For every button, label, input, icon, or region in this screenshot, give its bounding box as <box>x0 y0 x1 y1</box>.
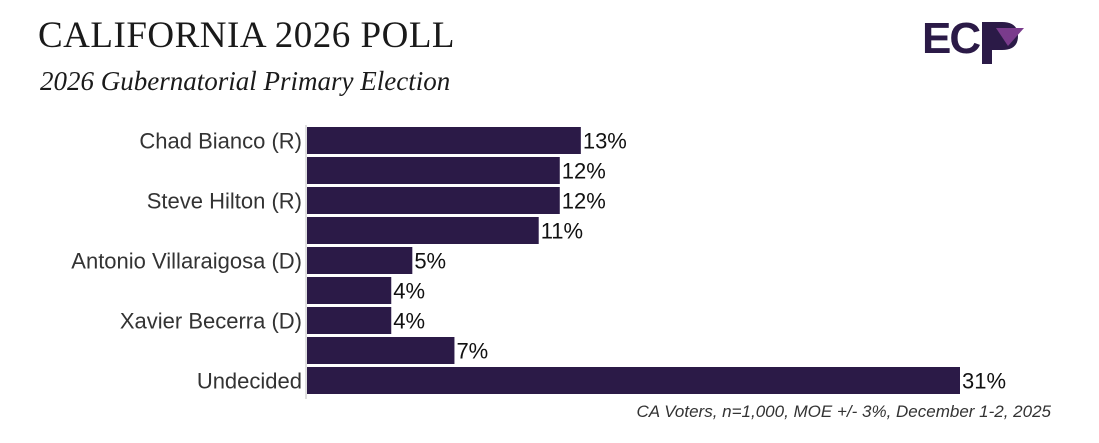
chart-footnote: CA Voters, n=1,000, MOE +/- 3%, December… <box>636 402 1052 421</box>
logo-text: EC <box>922 14 981 63</box>
bar-4 <box>307 247 413 274</box>
bar-3 <box>307 217 539 244</box>
value-label-3: 11% <box>541 219 583 244</box>
bar-2 <box>307 187 560 214</box>
value-label-0: 13% <box>583 129 627 154</box>
category-label-0: Chad Bianco (R) <box>139 129 302 154</box>
ecp-logo-icon <box>982 22 1024 64</box>
value-label-1: 12% <box>562 159 606 184</box>
bar-8 <box>307 367 960 394</box>
bar-0 <box>307 127 581 154</box>
value-label-2: 12% <box>562 189 606 214</box>
bar-1 <box>307 157 560 184</box>
category-label-6: Xavier Becerra (D) <box>120 309 302 334</box>
bar-7 <box>307 337 455 364</box>
value-label-7: 7% <box>456 339 488 364</box>
value-label-5: 4% <box>393 279 425 304</box>
chart-subtitle: 2026 Gubernatorial Primary Election <box>40 66 451 96</box>
bar-6 <box>307 307 392 334</box>
chart-title: CALIFORNIA 2026 POLL <box>38 15 456 56</box>
bar-5 <box>307 277 392 304</box>
value-label-4: 5% <box>414 249 446 274</box>
value-label-8: 31% <box>962 369 1006 394</box>
ecp-logo: EC <box>922 14 981 64</box>
value-label-6: 4% <box>393 309 425 334</box>
category-label-4: Antonio Villaraigosa (D) <box>71 249 302 274</box>
category-label-2: Steve Hilton (R) <box>147 189 302 214</box>
category-label-8: Undecided <box>197 369 302 394</box>
